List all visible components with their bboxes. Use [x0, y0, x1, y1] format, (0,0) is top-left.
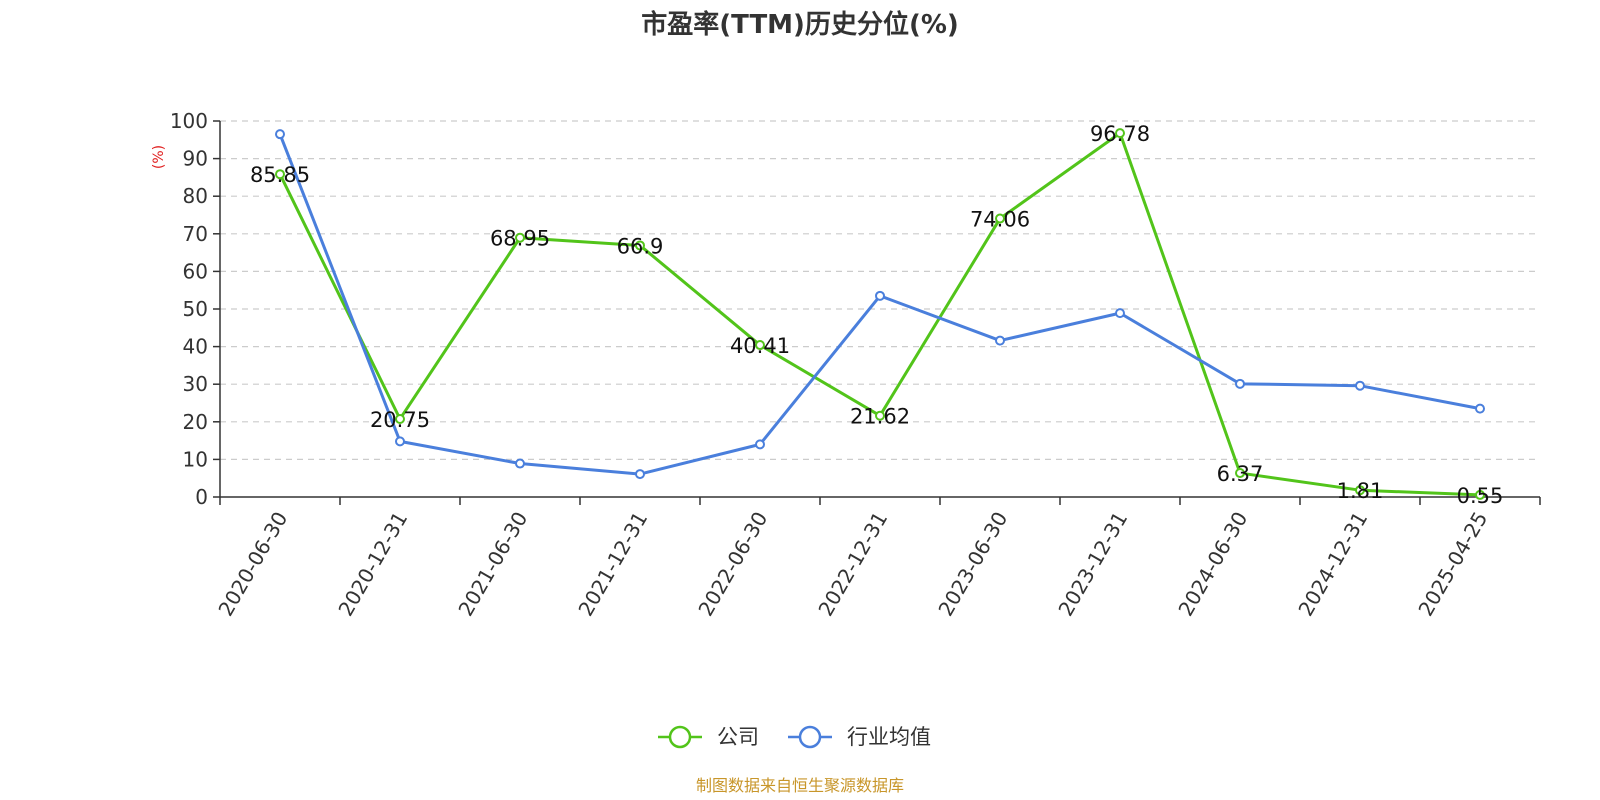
y-axis-label: (%): [151, 145, 167, 169]
data-label: 6.37: [1217, 462, 1264, 486]
data-point[interactable]: [1115, 128, 1125, 139]
data-point[interactable]: [395, 436, 405, 447]
x-tick-label: 2022-06-30: [693, 508, 772, 621]
data-point[interactable]: [1235, 468, 1245, 479]
legend-industry-swatch-marker: [798, 725, 822, 749]
x-tick-label: 2023-06-30: [933, 508, 1012, 621]
data-point[interactable]: [1355, 485, 1365, 496]
y-tick-label: 10: [183, 447, 208, 471]
x-tick-label: 2024-06-30: [1173, 508, 1252, 621]
data-point[interactable]: [635, 469, 645, 480]
data-point[interactable]: [1355, 380, 1365, 391]
x-tick-label: 2025-04-25: [1413, 508, 1492, 621]
y-tick-label: 90: [183, 147, 208, 171]
y-axis: 0 10 20 30 40 50 60 70 80 90 100: [170, 109, 221, 509]
y-tick-label: 20: [183, 410, 208, 434]
y-tick-label: 40: [183, 335, 208, 359]
series-line-0: [278, 131, 1481, 497]
data-point[interactable]: [1475, 403, 1485, 414]
data-point[interactable]: [395, 413, 405, 424]
data-label: 68.95: [490, 227, 550, 251]
data-label: 85.85: [250, 163, 310, 187]
y-tick-label: 60: [183, 259, 208, 283]
y-tick-label: 0: [195, 485, 208, 509]
y-tick-label: 50: [183, 297, 208, 321]
data-labels: 85.85 20.75 68.95 66.9 40.41 21.62 74.06 96.78 6…: [250, 122, 1503, 508]
data-point[interactable]: [515, 458, 525, 469]
x-tick-label: 2020-06-30: [213, 508, 292, 621]
data-label: 74.06: [970, 208, 1030, 232]
legend-company-label: 公司: [717, 725, 759, 749]
data-point[interactable]: [995, 213, 1005, 224]
data-point[interactable]: [875, 290, 885, 301]
x-tick-label: 2024-12-31: [1293, 508, 1372, 621]
data-point[interactable]: [755, 439, 765, 450]
chart-title: 市盈率(TTM)历史分位(%): [641, 9, 959, 40]
data-label: 20.75: [370, 408, 430, 432]
data-point[interactable]: [515, 232, 525, 243]
series-layer: [275, 128, 1485, 500]
legend-item-company[interactable]: 公司: [658, 725, 759, 749]
data-label: 96.78: [1090, 122, 1150, 146]
legend-item-industry[interactable]: 行业均值: [788, 725, 931, 749]
legend-company-swatch-marker: [668, 725, 692, 749]
y-tick-label: 80: [183, 184, 208, 208]
data-point[interactable]: [275, 169, 285, 180]
y-tick-label: 100: [170, 109, 208, 133]
source-note: 制图数据来自恒生聚源数据库: [696, 776, 904, 795]
x-tick-label: 2021-06-30: [453, 508, 532, 621]
data-point[interactable]: [635, 240, 645, 251]
data-label: 66.9: [617, 234, 664, 258]
x-tick-label: 2020-12-31: [333, 508, 412, 621]
x-tick-label: 2022-12-31: [813, 508, 892, 621]
data-label: 1.81: [1337, 479, 1384, 503]
x-tick-label: 2023-12-31: [1053, 508, 1132, 621]
data-point[interactable]: [1235, 378, 1245, 389]
y-tick-label: 30: [183, 372, 208, 396]
y-tick-label: 70: [183, 222, 208, 246]
data-point[interactable]: [875, 410, 885, 421]
data-label: 40.41: [730, 334, 790, 358]
data-point[interactable]: [995, 335, 1005, 346]
legend-industry-label: 行业均值: [847, 725, 931, 749]
data-label: 21.62: [850, 405, 910, 429]
data-point[interactable]: [1115, 308, 1125, 319]
x-tick-label: 2021-12-31: [573, 508, 652, 621]
data-label: 0.55: [1457, 484, 1504, 508]
legend: 公司 行业均值: [658, 725, 931, 749]
grid-lines: [220, 120, 1540, 460]
data-point[interactable]: [755, 340, 765, 351]
data-point[interactable]: [275, 129, 285, 140]
data-point[interactable]: [1475, 489, 1485, 500]
x-axis: 2020-06-30 2020-12-31 2021-06-30 2021-12-31…: [213, 496, 1541, 621]
